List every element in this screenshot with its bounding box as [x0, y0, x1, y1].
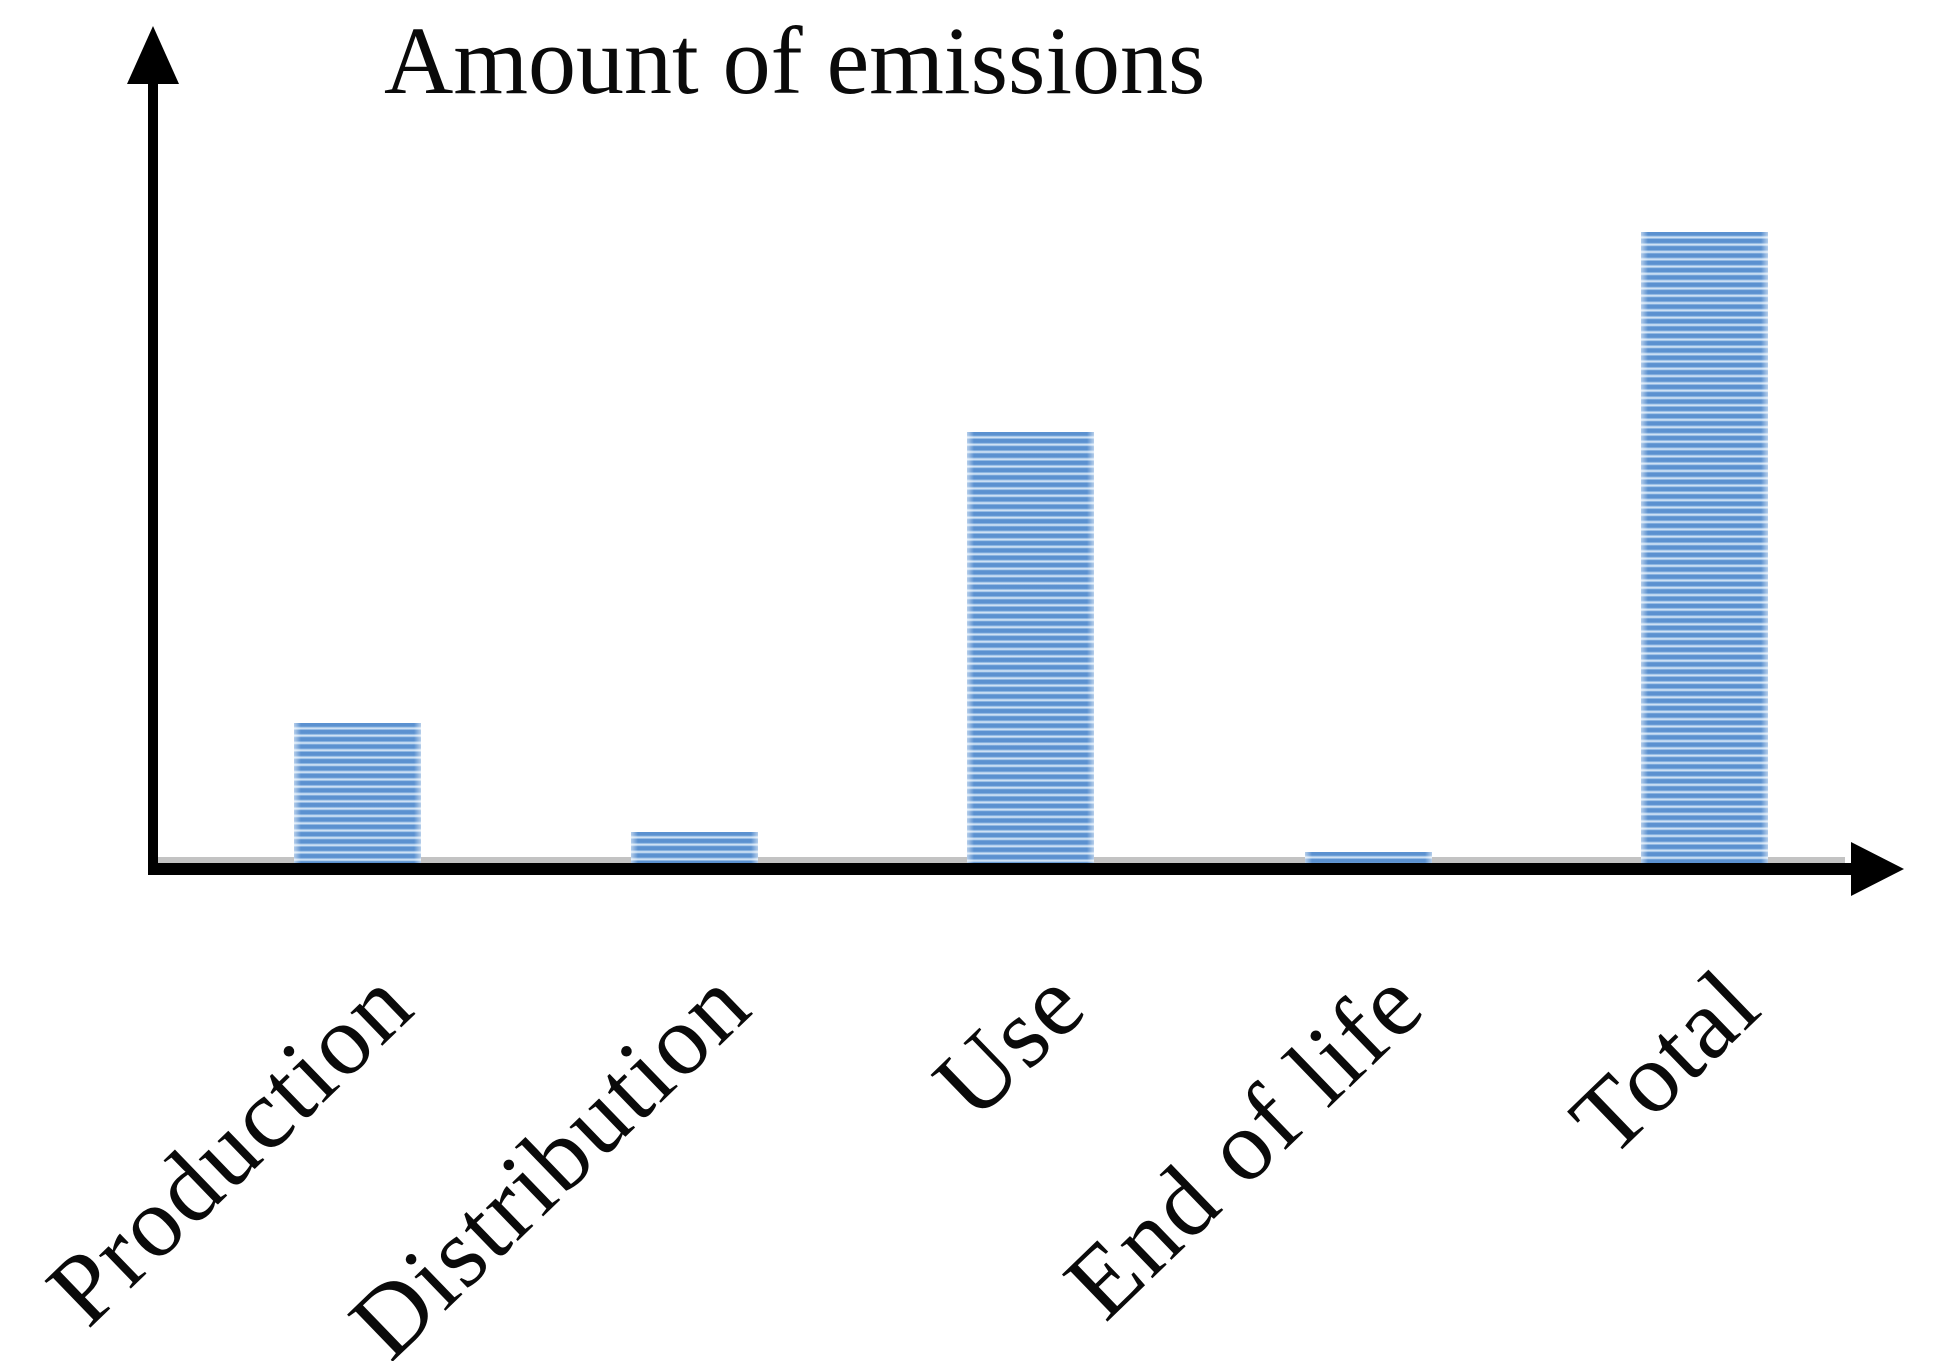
bar-end-of-life	[1304, 852, 1432, 863]
chart-title: Amount of emissions	[384, 7, 1206, 114]
bar-total	[1640, 232, 1768, 863]
bar-production	[293, 723, 421, 863]
bar-use	[966, 432, 1094, 863]
x-axis-line	[148, 863, 1855, 875]
bar-distribution	[630, 832, 758, 863]
x-tick-label-end-of-life: End of life	[1043, 947, 1445, 1340]
x-tick-label-use: Use	[913, 947, 1107, 1140]
y-axis-line	[148, 62, 158, 875]
x-axis-arrow-icon	[1851, 842, 1904, 896]
x-tick-label-total: Total	[1549, 947, 1781, 1176]
